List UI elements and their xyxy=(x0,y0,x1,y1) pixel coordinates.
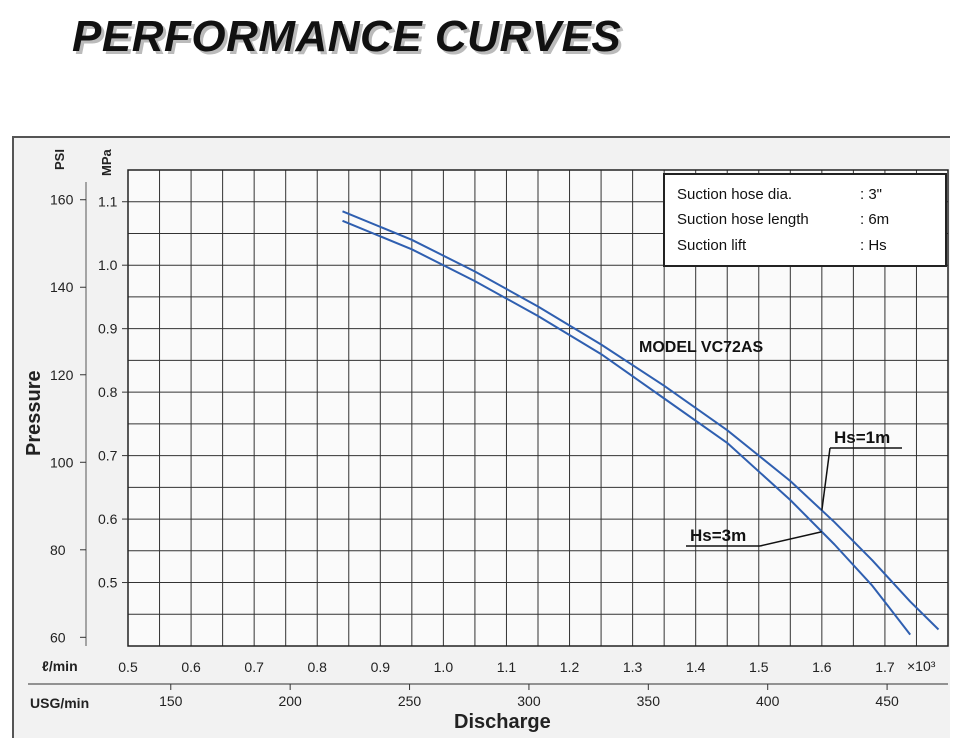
condition-value-hose-dia: : 3" xyxy=(860,186,882,203)
x-tick-label-lmin: 0.8 xyxy=(307,659,327,675)
y-tick-label-mpa: 1.0 xyxy=(98,257,118,273)
x-tick-label-lmin: 0.6 xyxy=(181,659,201,675)
y-tick-label-mpa: 0.5 xyxy=(98,575,118,591)
x-tick-label-usg: 200 xyxy=(278,693,302,709)
annotation-leader-hs-1m xyxy=(821,447,831,511)
y-tick-label-psi: 120 xyxy=(50,367,74,383)
condition-value-hose-length: : 6m xyxy=(860,211,889,228)
annotation-label-hs-1m: Hs=1m xyxy=(834,428,890,447)
y-tick-label-psi: 140 xyxy=(50,279,74,295)
plot-frame xyxy=(127,169,949,647)
condition-label-suction-lift: Suction lift xyxy=(677,237,747,254)
annotation-hs-1m: Hs=1m xyxy=(821,428,902,511)
x-tick-label-lmin: 1.6 xyxy=(812,659,832,675)
x-tick-label-usg: 250 xyxy=(398,693,422,709)
x-tick-label-lmin: 0.7 xyxy=(244,659,264,675)
annotation-hs-3m: Hs=3m xyxy=(686,526,823,547)
condition-label-hose-length: Suction hose length xyxy=(677,211,809,228)
series-layer xyxy=(342,210,940,636)
model-label: MODEL VC72AS xyxy=(639,339,764,356)
conditions-box: Suction hose dia. : 3" Suction hose leng… xyxy=(663,173,947,267)
y-axis-title: Pressure xyxy=(23,370,45,456)
series-line-hs1m xyxy=(342,210,940,631)
x-tick-label-usg: 450 xyxy=(875,693,899,709)
x-tick-label-lmin: 1.7 xyxy=(875,659,895,675)
y-tick-label-psi: 160 xyxy=(50,192,74,208)
condition-value-suction-lift: : Hs xyxy=(860,237,887,254)
y-tick-label-mpa: 0.6 xyxy=(98,511,118,527)
x-tick-label-lmin: 1.3 xyxy=(623,659,643,675)
y-tick-label-psi: 100 xyxy=(50,454,74,470)
x-tick-label-lmin: 0.9 xyxy=(371,659,391,675)
x-tick-label-usg: 300 xyxy=(517,693,541,709)
conditions-box-frame xyxy=(663,173,947,267)
annotation-leader-hs-3m xyxy=(759,531,823,547)
x-unit-lmin: ℓ/min xyxy=(42,658,78,674)
x-tick-label-usg: 400 xyxy=(756,693,780,709)
condition-label-hose-dia: Suction hose dia. xyxy=(677,186,792,203)
y-tick-label-mpa: 0.8 xyxy=(98,384,118,400)
series-line-hs3m xyxy=(342,219,911,636)
x-axis-title: Discharge xyxy=(454,711,551,733)
x-tick-label-lmin: 1.4 xyxy=(686,659,706,675)
chart-frame: 0.5 0.6 0.7 0.8 0.9 1.0 1.1 60 80 100 120 140 160 0.5… xyxy=(12,136,950,738)
y-tick-label-psi: 80 xyxy=(50,542,66,558)
x-tick-label-lmin: 0.5 xyxy=(118,659,138,675)
x-tick-label-usg: 150 xyxy=(159,693,183,709)
y-tick-label-mpa: 1.1 xyxy=(98,194,118,210)
annotation-label-hs-3m: Hs=3m xyxy=(690,526,746,545)
page-title: PERFORMANCE CURVES xyxy=(72,12,622,61)
y-tick-label-mpa: 0.7 xyxy=(98,448,118,464)
y-unit-psi: PSI xyxy=(52,149,67,170)
x-tick-label-usg: 350 xyxy=(637,693,661,709)
x-tick-label-lmin: 1.0 xyxy=(434,659,454,675)
x-tick-label-lmin: 1.5 xyxy=(749,659,769,675)
y-tick-label-psi: 60 xyxy=(50,629,66,645)
y-unit-mpa: MPa xyxy=(99,149,114,177)
x-tick-label-lmin: 1.2 xyxy=(560,659,580,675)
axes: 0.5 0.6 0.7 0.8 0.9 1.0 1.1 60 80 100 120 140 160 0.5… xyxy=(28,169,949,709)
x-unit-usg: USG/min xyxy=(30,695,89,711)
x-tick-label-lmin: 1.1 xyxy=(497,659,517,675)
x-multiplier: ×10³ xyxy=(907,658,936,674)
y-tick-label-mpa: 0.9 xyxy=(98,321,118,337)
performance-chart: 0.5 0.6 0.7 0.8 0.9 1.0 1.1 60 80 100 120 140 160 0.5… xyxy=(23,149,949,733)
